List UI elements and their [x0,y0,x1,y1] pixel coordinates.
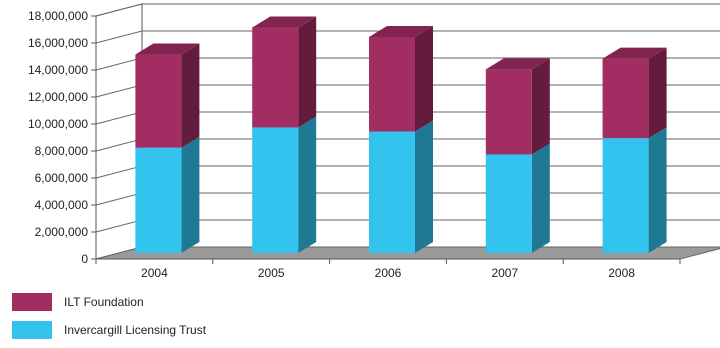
legend-item-ilt-foundation: ILT Foundation [12,292,206,312]
bar-invercargill-licensing-trust [602,138,649,253]
y-tick-label: 12,000,000 [28,90,88,104]
gridline [95,30,720,44]
legend-item-invercargill-licensing-trust: Invercargill Licensing Trust [12,320,206,340]
y-tick-label: 2,000,000 [35,225,89,239]
x-tick-label: 2006 [375,266,402,280]
bar-ilt-foundation [252,27,299,128]
y-tick-label: 10,000,000 [28,117,88,131]
bar-ilt-foundation-side [415,26,433,132]
y-tick-label: 8,000,000 [35,144,89,158]
y-tick-label: 16,000,000 [28,36,88,50]
bar-invercargill-licensing-trust-side [181,136,200,253]
bar-ilt-foundation [485,69,532,155]
y-tick-label: 4,000,000 [35,198,89,212]
bar-invercargill-licensing-trust-side [415,120,433,253]
bar-invercargill-licensing-trust [252,127,299,253]
x-tick-label: 2008 [608,266,635,280]
bar-ilt-foundation-side [181,43,200,148]
legend-swatch-ilt-foundation [12,293,52,311]
legend-swatch-invercargill-licensing-trust [12,321,52,339]
y-tick-label: 6,000,000 [35,171,89,185]
bar-ilt-foundation-top [135,43,200,55]
gridline [95,3,720,17]
y-tick-label: 14,000,000 [28,63,88,77]
legend: ILT Foundation Invercargill Licensing Tr… [12,292,206,348]
bar-invercargill-licensing-trust-side [531,143,550,253]
bar-ilt-foundation-side [531,58,550,155]
bar-ilt-foundation-side [648,47,667,139]
legend-label-ilt-foundation: ILT Foundation [64,295,144,309]
x-tick-label: 2004 [141,266,168,280]
y-tick-label: 0 [81,252,88,266]
bar-invercargill-licensing-trust-side [298,116,317,253]
side-wall [95,3,143,260]
x-tick-label: 2007 [491,266,518,280]
bar-ilt-foundation-top [485,58,550,70]
bar-ilt-foundation [369,37,415,132]
bar-ilt-foundation [135,54,182,148]
bar-invercargill-licensing-trust [485,154,532,253]
bar-invercargill-licensing-trust [135,147,182,253]
legend-label-invercargill-licensing-trust: Invercargill Licensing Trust [64,323,207,337]
bar-ilt-foundation-top [252,16,317,28]
bar-ilt-foundation-side [298,16,317,128]
bar-invercargill-licensing-trust [369,131,415,253]
stacked-bar-chart: 0 2,000,000 4,000,000 6,000,000 8,000,000 10,… [28,3,720,280]
bar-ilt-foundation-top [602,47,667,59]
x-tick-label: 2005 [258,266,285,280]
y-tick-label: 18,000,000 [28,9,88,23]
bar-invercargill-licensing-trust-side [648,127,667,253]
bar-ilt-foundation [602,58,649,139]
bar-ilt-foundation-top [369,26,433,37]
